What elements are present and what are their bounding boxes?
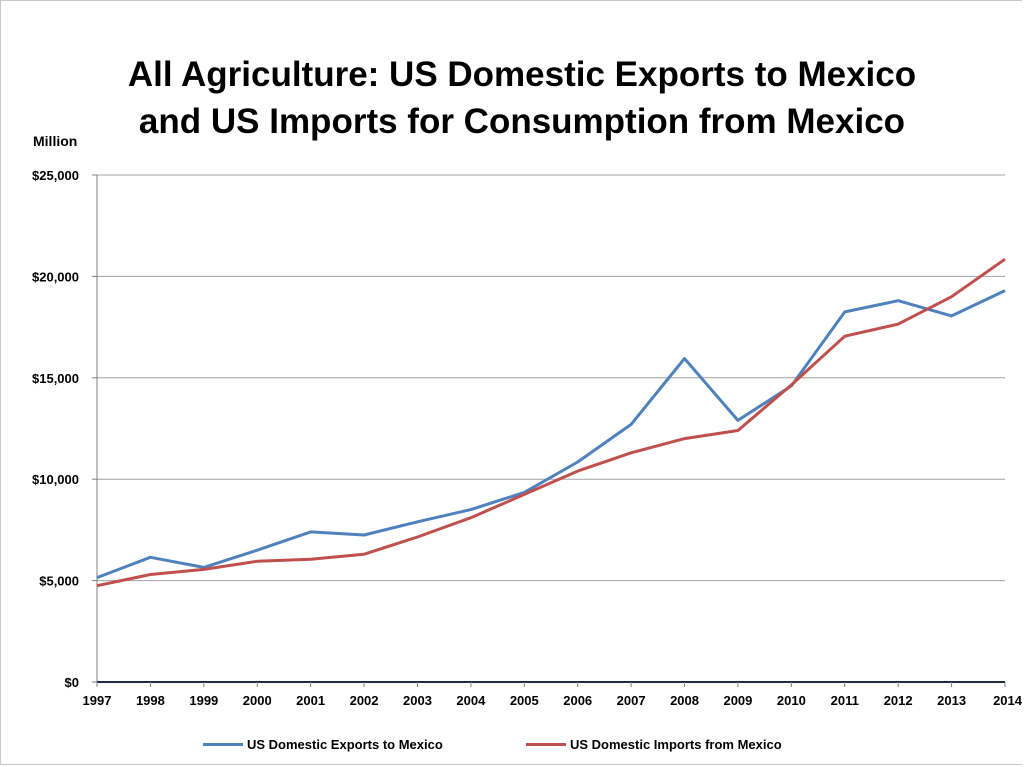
x-tick-label: 2013 (937, 693, 966, 708)
legend-swatch-imports (526, 743, 566, 746)
legend-item-imports: US Domestic Imports from Mexico (526, 737, 782, 752)
x-tick-label: 2004 (456, 693, 486, 708)
axes (92, 174, 1006, 687)
chart-title-line2: and US Imports for Consumption from Mexi… (138, 102, 906, 141)
x-tick-label: 2005 (510, 693, 539, 708)
x-tick-label: 2012 (884, 693, 913, 708)
gridlines (97, 174, 1005, 582)
y-tick-label: $25,000 (32, 168, 79, 183)
y-tick-label: $15,000 (32, 371, 79, 386)
series-lines (96, 257, 1006, 588)
x-tick-label: 2006 (563, 693, 592, 708)
chart-title-line1: All Agriculture: US Domestic Exports to … (127, 55, 917, 94)
x-tick-label: 2007 (617, 693, 646, 708)
x-tick-label: 2001 (296, 693, 325, 708)
x-tick-label: 2003 (403, 693, 432, 708)
x-tick-label: 1999 (189, 693, 218, 708)
x-tick-label: 2014 (993, 693, 1023, 708)
legend-item-exports: US Domestic Exports to Mexico (203, 737, 443, 752)
legend-label-exports: US Domestic Exports to Mexico (247, 737, 443, 752)
y-tick-label: $5,000 (39, 574, 79, 589)
y-axis-unit-label: Million (33, 133, 78, 149)
x-tick-labels: 1997 1998 1999 2000 2001 2002 2003 2004 2005 2006… (83, 693, 1023, 708)
y-tick-label: $0 (65, 675, 79, 690)
legend-label-imports: US Domestic Imports from Mexico (570, 737, 782, 752)
x-tick-label: 2009 (723, 693, 752, 708)
x-tick-label: 2008 (670, 693, 699, 708)
legend-swatch-exports (203, 743, 243, 746)
x-tick-label: 2002 (350, 693, 379, 708)
chart-legend: US Domestic Exports to Mexico US Domesti… (0, 737, 1024, 757)
x-tick-label: 2010 (777, 693, 806, 708)
x-tick-label: 1998 (136, 693, 165, 708)
x-tick-label: 1997 (83, 693, 112, 708)
y-tick-label: $20,000 (32, 269, 79, 284)
y-tick-label: $10,000 (32, 472, 79, 487)
series-line-1 (96, 257, 1006, 588)
series-line-0 (96, 289, 1006, 580)
x-tick-label: 2011 (831, 693, 859, 708)
x-tick-label: 2000 (243, 693, 272, 708)
y-tick-labels: $0 $5,000 $10,000 $15,000 $20,000 $25,000 (32, 168, 79, 690)
